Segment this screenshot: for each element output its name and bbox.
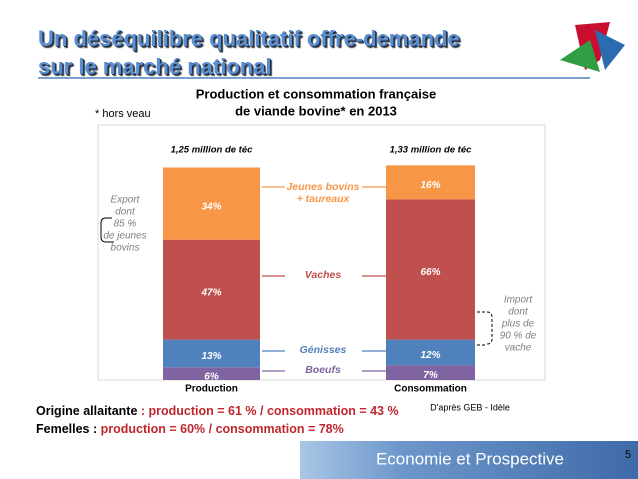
total-label: 1,25 million de téc bbox=[171, 145, 254, 156]
value-label: 66% bbox=[420, 267, 440, 278]
legend-label: Génisses bbox=[299, 344, 347, 356]
text: Origine allaitante bbox=[36, 404, 138, 418]
annotation: de jeunes bbox=[103, 231, 146, 242]
value-label: 12% bbox=[420, 350, 440, 361]
annotation: 85 % bbox=[114, 219, 137, 230]
x-tick-label: Production bbox=[185, 384, 238, 395]
text: : production = 61 % / consommation = 43 … bbox=[137, 404, 399, 418]
bar-segment bbox=[386, 365, 475, 380]
total-label: 1,33 million de téc bbox=[390, 145, 473, 156]
bracket bbox=[100, 217, 114, 243]
annotation: Import bbox=[504, 295, 534, 306]
bar-segment bbox=[386, 199, 475, 340]
note: * hors veau bbox=[95, 108, 151, 120]
bar-segment bbox=[163, 339, 260, 368]
x-tick-label: Consommation bbox=[394, 384, 467, 395]
slide-title: sur le marché national bbox=[38, 54, 272, 79]
bar-segment bbox=[163, 167, 260, 240]
logo bbox=[560, 40, 600, 72]
logo bbox=[595, 30, 625, 70]
slide-title: Un déséquilibre qualitatif offre-demande bbox=[38, 26, 460, 51]
legend-label: Vaches bbox=[304, 269, 342, 281]
plot-area bbox=[97, 124, 546, 381]
legend-label: Boeufs bbox=[305, 364, 341, 376]
annotation: bovins bbox=[111, 243, 140, 254]
footer-band-text: Economie et Prospective bbox=[376, 449, 564, 468]
source: D'après GEB - Idèle bbox=[430, 402, 510, 412]
value-label: 16% bbox=[420, 180, 440, 191]
bar-segment bbox=[386, 339, 475, 366]
annotation: dont bbox=[115, 207, 136, 218]
bar-segment bbox=[163, 367, 260, 380]
legend-label: Jeunes bovins + taureaux bbox=[286, 181, 360, 205]
footer-line: Origine allaitante : production = 61 % /… bbox=[36, 404, 399, 418]
text: Femelles : bbox=[36, 422, 101, 436]
value-label: 6% bbox=[204, 371, 219, 382]
value-label: 34% bbox=[201, 201, 221, 212]
annotation: Export bbox=[111, 195, 141, 206]
annotation: plus de bbox=[501, 319, 535, 330]
page-number: 5 bbox=[625, 449, 631, 461]
bar-segment bbox=[386, 165, 475, 200]
bar-segment bbox=[163, 239, 260, 340]
chart-title: Production et consommation française bbox=[196, 86, 437, 101]
annotation: 90 % de bbox=[500, 331, 537, 342]
value-label: 7% bbox=[423, 370, 438, 381]
annotation: dont bbox=[508, 307, 529, 318]
value-label: 13% bbox=[201, 351, 221, 362]
footer-band bbox=[300, 441, 638, 479]
chart-title: de viande bovine* en 2013 bbox=[235, 103, 397, 118]
value-label: 47% bbox=[200, 287, 221, 298]
footer-line: Femelles : production = 60% / consommati… bbox=[36, 422, 344, 436]
text: production = 60% / consommation = 78% bbox=[100, 422, 344, 436]
annotation: vache bbox=[505, 343, 532, 354]
